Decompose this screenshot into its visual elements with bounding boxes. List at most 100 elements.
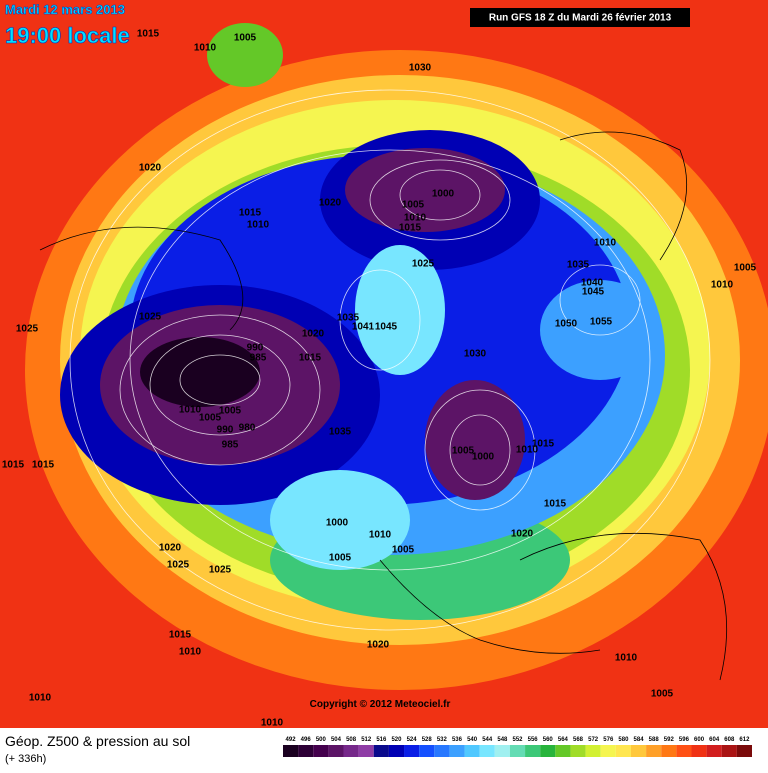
isobar-label: 990 [247,343,264,354]
isobar-label: 1005 [219,406,242,417]
scale-label: 576 [603,737,614,743]
scale-swatch [388,745,405,757]
scale-label: 516 [376,737,387,743]
scale-swatch [283,745,299,757]
scale-label: 544 [482,737,493,743]
isobar-label: 1010 [404,213,427,224]
isobar-label: 1010 [194,43,217,54]
isobar-label: 1020 [139,163,162,174]
scale-label: 540 [467,737,478,743]
isobar-label: 1010 [247,220,270,231]
isobar-label: 1055 [590,317,613,328]
isobar-label: 1005 [452,446,475,457]
isobar-label: 1015 [544,499,567,510]
isobar-label: 1005 [402,200,425,211]
scale-label: 572 [588,737,599,743]
field-zone [355,245,445,375]
isobar-label: 1025 [412,259,435,270]
scale-swatch [358,745,374,757]
isobar-label: 1010 [179,647,202,658]
isobar-label: 1020 [511,529,534,540]
scale-label: 584 [634,737,645,743]
scale-label: 592 [664,737,675,743]
isobar-label: 1025 [139,312,162,323]
scale-swatch [630,745,647,757]
isobar-label: 1005 [234,33,257,44]
isobar-label: 990 [217,425,234,436]
scale-label: 564 [558,737,569,743]
isobar-label: 1005 [199,413,222,424]
isobar-label: 1000 [432,189,455,200]
scale-label: 556 [528,737,539,743]
isobar-label: 1000 [326,518,349,529]
scale-swatch [540,745,556,757]
isobar-label: 1005 [392,545,415,556]
scale-swatch [615,745,631,757]
isobar-label: 1015 [169,630,192,641]
isobar-label: 1010 [615,653,638,664]
field-zone [207,23,283,87]
isobar-label: 1010 [179,405,202,416]
scale-swatch [343,745,359,757]
isobar-label: 1035 [567,260,590,271]
isobar-label: 1020 [367,640,390,651]
map-field [0,0,768,728]
isobar-label: 985 [222,440,239,451]
scale-label: 568 [573,737,584,743]
run-box [470,8,690,27]
isobar-label: 1005 [651,689,674,700]
footer-lead: (+ 336h) [5,753,46,765]
scale-label: 500 [316,737,327,743]
scale-label: 524 [407,737,418,743]
scale-swatch [706,745,722,757]
scale-swatch [449,745,465,757]
isobar-label: 1005 [329,553,352,564]
isobar-label: 1030 [409,63,432,74]
scale-label: 520 [391,737,402,743]
scale-swatch [585,745,601,757]
run-label: Run GFS 18 Z du Mardi 26 février 2013 [489,13,672,24]
isobar-label: 1015 [137,29,160,40]
isobar-label: 1025 [209,565,232,576]
scale-swatch [464,745,480,757]
scale-label: 504 [331,737,342,743]
isobar-label: 1045 [375,322,398,333]
isobar-label: 1015 [2,460,25,471]
isobar-label: 1020 [302,329,325,340]
field-zone [140,337,260,407]
scale-swatch [328,745,344,757]
isobar-label: 1015 [532,439,555,450]
scale-swatch [479,745,495,757]
scale-swatch [434,745,450,757]
scale-swatch [313,745,329,757]
scale-label: 548 [497,737,508,743]
scale-label: 604 [709,737,720,743]
isobar-label: 1015 [399,223,422,234]
scale-label: 512 [361,737,372,743]
isobar-label: 1035 [337,313,360,324]
field-zone [425,380,525,500]
isobar-label: 1050 [555,319,578,330]
isobar-label: 1000 [472,452,495,463]
isobar-label: 1010 [594,238,617,249]
scale-swatch [509,745,526,757]
scale-label: 508 [346,737,357,743]
scale-label: 528 [422,737,433,743]
isobar-label: 1025 [167,560,190,571]
date-label: Mardi 12 mars 2013 [5,2,125,17]
scale-label: 492 [286,737,297,743]
scale-label: 580 [618,737,629,743]
scale-label: 560 [543,737,554,743]
scale-label: 600 [694,737,705,743]
scale-swatch [373,745,389,757]
isobar-label: 1045 [582,287,605,298]
scale-swatch [691,745,707,757]
coastlines [39,131,728,681]
isobar-label: 1035 [329,427,352,438]
isobar-label: 1015 [239,208,262,219]
footer-title: Géop. Z500 & pression au sol [5,733,190,749]
scale-label: 596 [679,737,690,743]
scale-label: 532 [437,737,448,743]
